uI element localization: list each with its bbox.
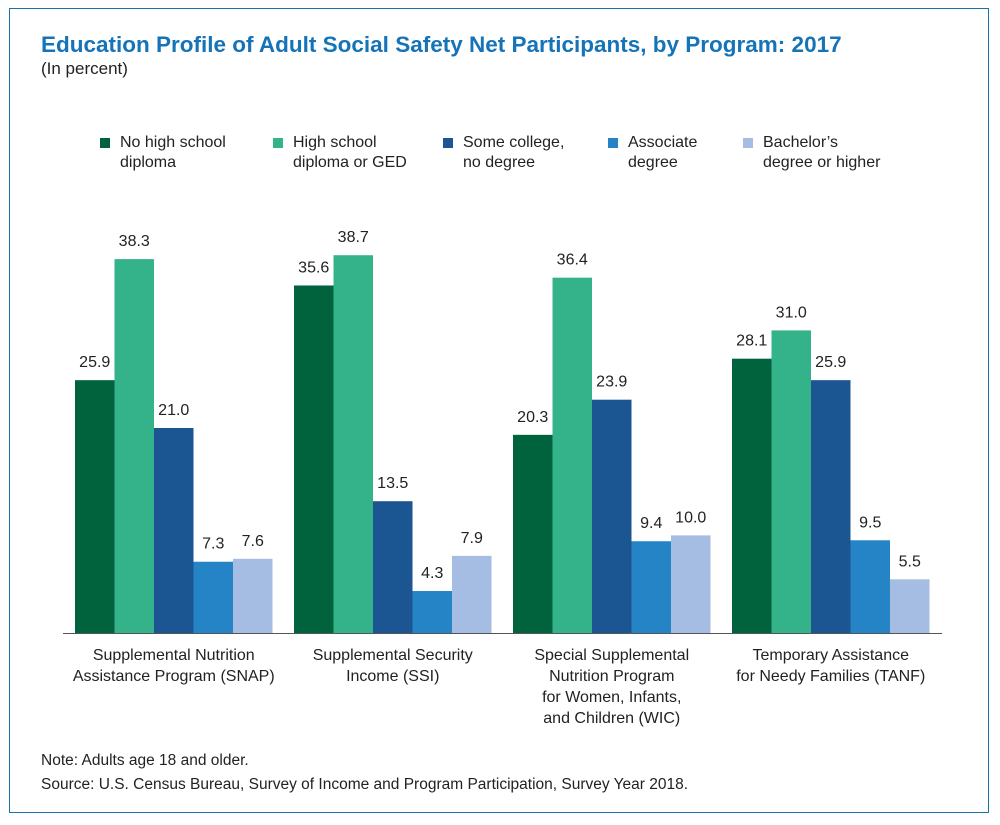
bar [513, 434, 553, 633]
data-label: 20.3 [517, 409, 548, 426]
category-label: Temporary Assistance [752, 647, 909, 664]
legend-label: Some college, no degree [463, 133, 603, 173]
legend-label-line: No high school [120, 134, 226, 151]
data-label: 36.4 [557, 252, 588, 269]
data-label: 23.9 [596, 374, 627, 391]
data-label: 4.3 [421, 565, 443, 582]
bar [631, 541, 671, 633]
legend-label-line: degree [628, 154, 678, 171]
legend-label-line: Bachelor’s [763, 134, 839, 151]
data-label: 10.0 [675, 509, 706, 526]
bar [890, 579, 930, 633]
bar [671, 535, 711, 633]
legend-swatch [100, 138, 110, 148]
legend-swatch [608, 138, 618, 148]
bar [75, 380, 115, 633]
category-label: for Women, Infants, [542, 689, 681, 706]
legend-label-line: Some college, [463, 134, 565, 151]
legend-label-line: degree or higher [763, 154, 881, 171]
legend-label-line: no degree [463, 154, 536, 171]
legend-item: Associate degree [608, 133, 768, 173]
category-label: Nutrition Program [549, 668, 674, 685]
bar [154, 428, 194, 633]
legend-label-line: High school [293, 134, 377, 151]
category-label: Special Supplemental [534, 647, 689, 664]
chart-subtitle: (In percent) [41, 59, 128, 78]
data-label: 7.9 [461, 530, 483, 547]
legend-item: Some college, no degree [443, 133, 603, 173]
legend-label-line: diploma [120, 154, 177, 171]
legend-item: No high school diploma [100, 133, 260, 173]
bar [850, 540, 890, 633]
bar [114, 259, 154, 633]
bar [333, 255, 373, 633]
data-label: 25.9 [815, 354, 846, 371]
bar [732, 358, 772, 633]
legend-label-line: diploma or GED [293, 154, 407, 171]
data-label: 7.6 [242, 533, 264, 550]
data-label: 31.0 [776, 304, 807, 321]
legend-swatch [443, 138, 453, 148]
bar [412, 591, 452, 633]
data-label: 25.9 [79, 354, 110, 371]
legend: No high school diploma High school diploma … [100, 133, 960, 183]
data-label: 38.7 [338, 229, 369, 246]
category-label: Income (SSI) [346, 668, 439, 685]
legend-swatch [273, 138, 283, 148]
data-label: 9.5 [859, 514, 881, 531]
legend-item: Bachelor’s degree or higher [743, 133, 903, 173]
legend-label: No high school diploma [120, 133, 260, 173]
legend-item: High school diploma or GED [273, 133, 433, 173]
data-label: 9.4 [640, 515, 662, 532]
bar [294, 285, 334, 633]
chart-title: Education Profile of Adult Social Safety… [41, 32, 842, 57]
data-label: 7.3 [202, 536, 224, 553]
category-label: Supplemental Nutrition [93, 647, 255, 664]
data-label: 35.6 [298, 259, 329, 276]
legend-label: Associate degree [628, 133, 768, 173]
notes: Note: Adults age 18 and older. Source: U… [41, 749, 688, 797]
bar [193, 561, 233, 633]
bar [811, 380, 851, 633]
bar [592, 399, 632, 633]
bar [233, 558, 273, 633]
category-label: for Needy Families (TANF) [736, 668, 925, 685]
data-label: 21.0 [158, 402, 189, 419]
data-label: 13.5 [377, 475, 408, 492]
data-label: 5.5 [899, 553, 921, 570]
legend-label: Bachelor’s degree or higher [763, 133, 903, 173]
category-label: and Children (WIC) [543, 710, 680, 727]
source-text: Source: U.S. Census Bureau, Survey of In… [41, 776, 689, 793]
category-label: Supplemental Security [313, 647, 473, 664]
bar [452, 555, 492, 633]
figure-frame [9, 8, 989, 813]
data-label: 28.1 [736, 333, 767, 350]
category-label: Assistance Program (SNAP) [73, 668, 275, 685]
data-label: 38.3 [119, 233, 150, 250]
legend-swatch [743, 138, 753, 148]
legend-label-line: Associate [628, 134, 698, 151]
bar [552, 277, 592, 633]
bar [771, 330, 811, 633]
legend-label: High school diploma or GED [293, 133, 433, 173]
note-text: Note: Adults age 18 and older. [41, 752, 249, 769]
bar [373, 501, 413, 633]
